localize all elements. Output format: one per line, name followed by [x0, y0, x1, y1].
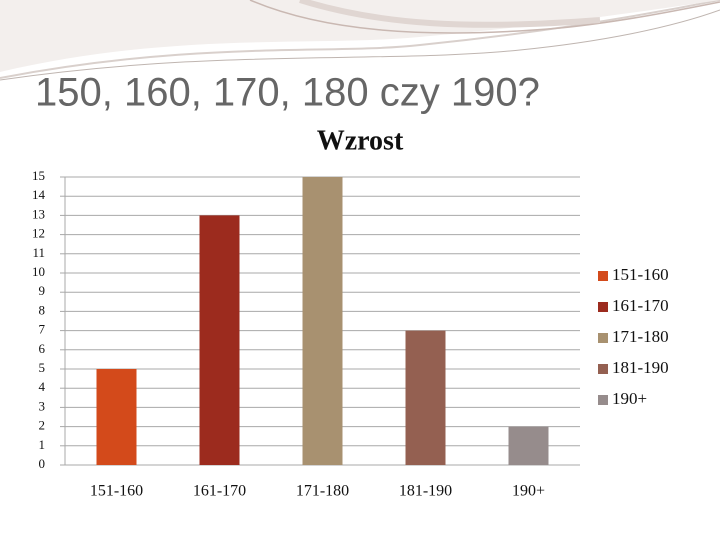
x-tick-label: 190+: [512, 483, 545, 500]
legend-swatch: [598, 364, 608, 374]
plot-area: 0123456789101112131415151-160151-160161-…: [32, 168, 669, 500]
legend-swatch: [598, 395, 608, 405]
legend-label: 151-160: [612, 265, 669, 284]
legend-label: 181-190: [612, 358, 669, 377]
slide-title: 150, 160, 170, 180 czy 190?: [35, 71, 540, 115]
x-tick-label: 171-180: [296, 483, 349, 500]
y-tick-label: 15: [32, 168, 45, 183]
legend-label: 190+: [612, 389, 647, 408]
y-tick-label: 4: [39, 379, 46, 394]
y-tick-label: 12: [32, 226, 45, 241]
y-tick-label: 13: [32, 206, 45, 221]
y-tick-label: 8: [39, 302, 46, 317]
x-tick-label: 181-190: [399, 483, 452, 500]
y-tick-label: 7: [39, 322, 46, 337]
legend-swatch: [598, 271, 608, 281]
x-tick-label: 151-160: [90, 483, 143, 500]
decoration: [0, 0, 720, 81]
y-tick-label: 0: [39, 456, 46, 471]
y-tick-label: 2: [39, 418, 46, 433]
bar: [199, 215, 240, 465]
y-tick-label: 10: [32, 264, 45, 279]
x-tick-label: 161-170: [193, 483, 246, 500]
y-tick-label: 3: [39, 398, 46, 413]
legend-swatch: [598, 302, 608, 312]
legend-swatch: [598, 333, 608, 343]
bar: [405, 330, 446, 465]
y-tick-label: 11: [32, 245, 45, 260]
bar: [508, 426, 549, 465]
y-tick-label: 14: [32, 187, 46, 202]
y-tick-label: 6: [39, 341, 46, 356]
legend-label: 171-180: [612, 327, 669, 346]
y-tick-label: 9: [39, 283, 46, 298]
y-tick-label: 5: [39, 360, 46, 375]
legend-label: 161-170: [612, 296, 669, 315]
y-tick-label: 1: [39, 437, 46, 452]
bar: [96, 369, 137, 465]
bar: [302, 177, 343, 465]
chart-title: Wzrost: [317, 125, 404, 156]
